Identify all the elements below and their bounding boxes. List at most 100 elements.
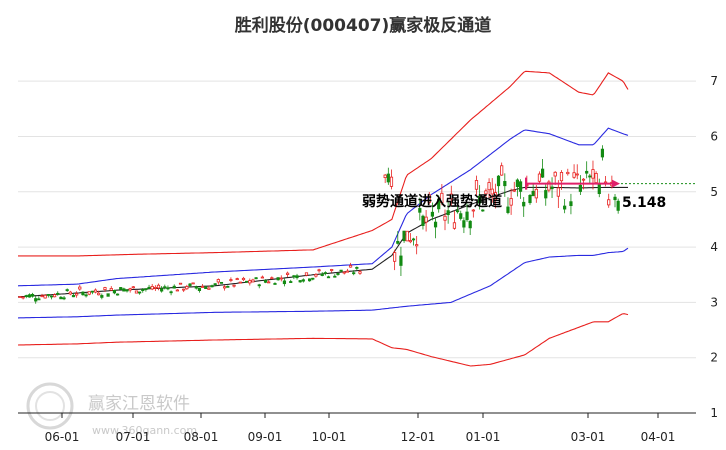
candle — [185, 284, 189, 290]
candle — [59, 296, 63, 300]
candle — [585, 161, 589, 179]
candle — [559, 170, 564, 190]
candle — [563, 198, 567, 214]
x-tick-label: 08-01 — [184, 430, 219, 444]
x-tick-label: 03-01 — [571, 430, 606, 444]
candle — [411, 237, 416, 246]
candle — [512, 181, 516, 192]
candle — [443, 209, 447, 231]
candle — [103, 286, 107, 292]
candle — [282, 278, 287, 287]
candle — [616, 198, 620, 214]
candle — [358, 270, 362, 275]
candle — [493, 183, 497, 209]
candle — [238, 281, 242, 284]
candle — [289, 279, 293, 283]
candle — [62, 295, 66, 301]
candle — [49, 295, 54, 300]
candle — [210, 284, 214, 288]
candle — [481, 209, 485, 212]
candle — [109, 286, 113, 291]
candle — [607, 193, 611, 208]
candle — [396, 231, 400, 245]
candle — [317, 268, 321, 273]
candle — [424, 210, 428, 232]
x-tick-label: 10-01 — [312, 430, 347, 444]
candle — [541, 159, 545, 178]
candle — [68, 290, 72, 296]
candle — [515, 178, 520, 197]
candle — [320, 272, 324, 277]
candle — [295, 273, 299, 280]
candle — [197, 287, 202, 293]
candle — [556, 180, 560, 208]
candle — [90, 290, 94, 295]
candle — [386, 167, 390, 185]
candle — [465, 203, 469, 222]
candle — [496, 174, 501, 194]
candle — [122, 287, 126, 292]
candle — [462, 217, 466, 234]
candle — [550, 177, 554, 198]
candle — [569, 193, 573, 215]
candle — [578, 175, 582, 196]
candle — [53, 293, 57, 298]
candle — [348, 262, 353, 268]
band-mid-upper — [17, 127, 629, 287]
candle — [279, 275, 283, 282]
candle — [97, 290, 101, 296]
candle — [273, 282, 277, 285]
candle — [474, 175, 479, 196]
candle — [433, 218, 438, 239]
price-label: 5.148 — [622, 195, 666, 211]
x-tick-label: 12-01 — [401, 430, 436, 444]
watermark-logo: 赢家江恩软件 www.360gann.com — [26, 382, 197, 437]
candle — [547, 179, 551, 193]
candle — [490, 178, 494, 203]
candle — [603, 175, 608, 187]
candle — [298, 280, 302, 283]
candle — [141, 288, 145, 293]
candle — [509, 188, 513, 215]
y-tick-label: 1 — [710, 406, 718, 420]
band-lower — [17, 313, 629, 367]
candle — [402, 230, 406, 243]
candle — [427, 192, 431, 205]
candle — [128, 287, 132, 293]
y-tick-label: 6 — [710, 129, 718, 143]
candle — [188, 283, 192, 287]
candle — [241, 276, 246, 282]
candle — [459, 210, 463, 221]
candle — [156, 283, 161, 291]
candle — [223, 285, 227, 291]
candle — [213, 283, 217, 286]
candle — [484, 188, 488, 204]
candle — [572, 164, 576, 179]
candle — [487, 178, 491, 198]
candle — [248, 278, 252, 286]
candle — [204, 285, 208, 289]
candle — [575, 164, 579, 180]
candle — [245, 280, 249, 283]
candle — [355, 266, 359, 271]
candle — [534, 184, 538, 203]
candle — [597, 178, 601, 198]
candle — [591, 160, 595, 190]
candle — [235, 277, 239, 281]
candle — [260, 275, 264, 279]
candle — [528, 193, 532, 205]
axes: 1 2 3 4 5 6 7 06-01 07-01 08-01 09-01 10-01 12-01 01-… — [18, 74, 718, 444]
candle — [144, 288, 148, 292]
svg-text:www.360gann.com: www.360gann.com — [92, 424, 197, 437]
band-mid-lower — [17, 247, 629, 319]
grid — [18, 80, 696, 414]
candle — [336, 272, 340, 276]
candle — [531, 184, 535, 197]
candle — [301, 278, 305, 283]
candle — [40, 293, 44, 298]
channel-annotation: 弱势通道进入强势通道 — [362, 193, 502, 210]
candle — [478, 185, 482, 210]
candle — [254, 277, 258, 280]
candle — [194, 285, 198, 290]
candle — [500, 162, 504, 176]
